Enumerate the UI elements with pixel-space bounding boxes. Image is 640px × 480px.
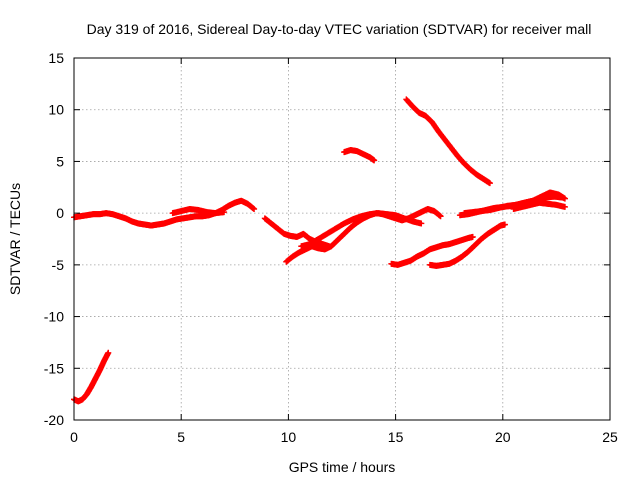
series-arc-4 bbox=[261, 215, 333, 250]
data-point bbox=[251, 206, 258, 213]
series-arc-13 bbox=[510, 199, 568, 213]
x-tick-label: 10 bbox=[281, 429, 297, 445]
series-arc-10 bbox=[426, 221, 508, 269]
axis-ticks: 0 5 10 15 20 25 15 10 5 0 -5 -10 -15 -20 bbox=[44, 50, 618, 445]
grid-lines bbox=[74, 58, 610, 420]
y-tick-label: -5 bbox=[52, 257, 65, 273]
y-tick-label: -20 bbox=[44, 412, 64, 428]
x-tick-label: 0 bbox=[70, 429, 78, 445]
y-tick-label: -10 bbox=[44, 309, 64, 325]
y-axis-label: SDTVAR / TECUs bbox=[7, 183, 23, 295]
series-arc-3 bbox=[169, 206, 228, 217]
data-point bbox=[501, 221, 508, 228]
data-point bbox=[561, 203, 568, 210]
data-point bbox=[371, 157, 378, 164]
x-tick-label: 15 bbox=[388, 429, 404, 445]
data-point bbox=[418, 220, 425, 227]
data-point bbox=[469, 233, 476, 240]
data-point bbox=[486, 180, 493, 187]
data-point bbox=[105, 349, 112, 356]
x-tick-label: 5 bbox=[177, 429, 185, 445]
y-tick-label: 0 bbox=[56, 205, 64, 221]
chart-title: Day 319 of 2016, Sidereal Day-to-day VTE… bbox=[87, 21, 592, 37]
series-arc-2 bbox=[71, 197, 258, 229]
y-tick-label: 5 bbox=[56, 153, 64, 169]
series-arc-1 bbox=[71, 349, 112, 405]
x-tick-label: 20 bbox=[495, 429, 511, 445]
x-axis-label: GPS time / hours bbox=[289, 459, 396, 475]
series-arc-9 bbox=[388, 233, 476, 268]
y-tick-label: 15 bbox=[48, 50, 64, 66]
y-tick-label: 10 bbox=[48, 102, 64, 118]
y-tick-label: -15 bbox=[44, 360, 64, 376]
x-tick-label: 25 bbox=[602, 429, 618, 445]
data-series bbox=[71, 96, 568, 405]
series-arc-7 bbox=[403, 96, 493, 187]
data-point bbox=[561, 195, 568, 202]
series-arc-8 bbox=[341, 147, 378, 164]
series-arc-6 bbox=[298, 210, 425, 250]
data-point bbox=[437, 213, 444, 220]
plot-frame bbox=[73, 57, 611, 421]
data-point bbox=[221, 209, 228, 216]
